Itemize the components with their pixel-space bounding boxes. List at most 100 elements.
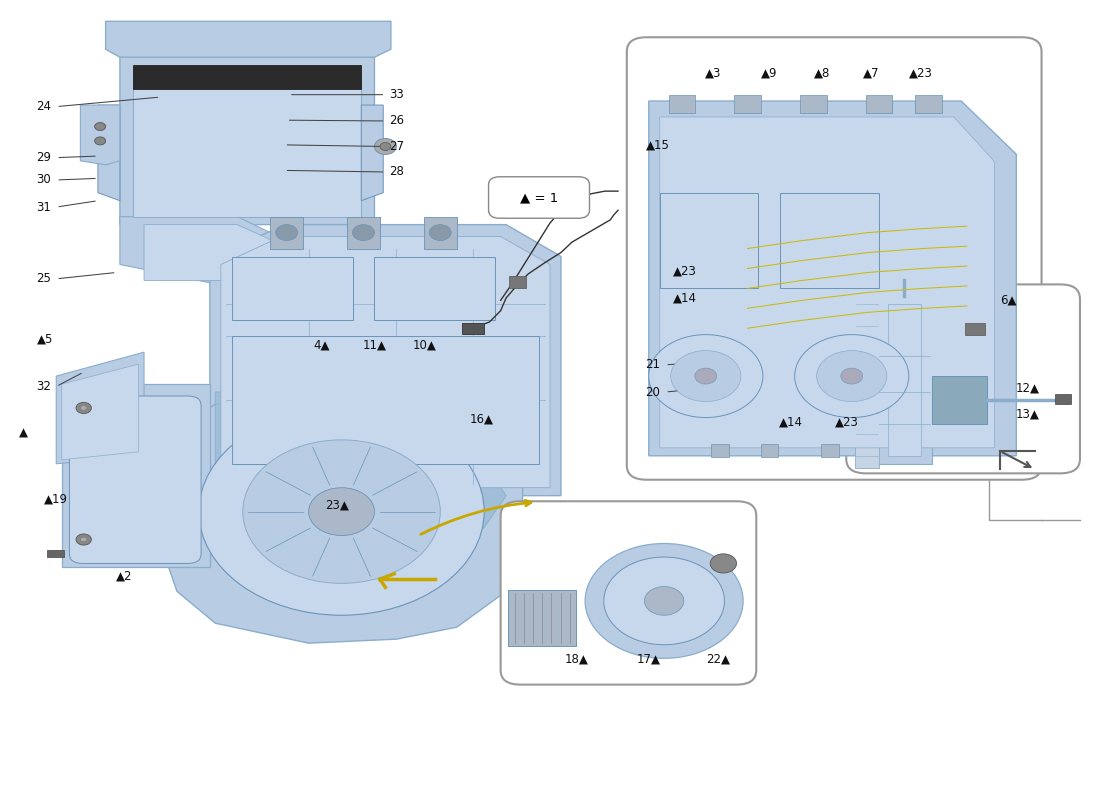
Text: ▲8: ▲8 — [814, 66, 830, 80]
Text: 30: 30 — [36, 174, 51, 186]
Text: ▲3: ▲3 — [705, 66, 722, 80]
Polygon shape — [821, 444, 838, 458]
Circle shape — [309, 488, 374, 535]
Text: ▲14: ▲14 — [673, 291, 697, 305]
Text: ▲23: ▲23 — [909, 66, 933, 80]
Polygon shape — [221, 237, 550, 488]
Text: 33: 33 — [388, 88, 404, 101]
Circle shape — [711, 554, 737, 573]
Polygon shape — [133, 73, 361, 217]
Polygon shape — [120, 26, 374, 225]
Polygon shape — [877, 296, 932, 464]
Polygon shape — [735, 95, 761, 113]
Text: 27: 27 — [388, 140, 404, 153]
Polygon shape — [232, 336, 539, 464]
Text: 26: 26 — [388, 114, 404, 127]
Text: 10▲: 10▲ — [412, 338, 437, 351]
Text: ▲2: ▲2 — [116, 570, 132, 582]
Polygon shape — [888, 304, 921, 456]
Polygon shape — [120, 217, 320, 288]
Text: ▲: ▲ — [19, 426, 28, 439]
Polygon shape — [424, 217, 456, 249]
FancyBboxPatch shape — [846, 285, 1080, 474]
Polygon shape — [144, 225, 309, 281]
Circle shape — [95, 137, 106, 145]
Circle shape — [645, 586, 684, 615]
Circle shape — [243, 440, 440, 583]
Polygon shape — [855, 288, 879, 468]
Polygon shape — [232, 257, 352, 320]
Text: 29: 29 — [36, 151, 51, 164]
Circle shape — [379, 142, 390, 150]
Polygon shape — [133, 65, 361, 89]
Polygon shape — [669, 95, 695, 113]
Circle shape — [199, 408, 484, 615]
Text: ▲5: ▲5 — [37, 332, 54, 345]
Circle shape — [794, 334, 909, 418]
Text: ▲14: ▲14 — [780, 416, 803, 429]
Polygon shape — [800, 95, 826, 113]
Polygon shape — [62, 364, 139, 460]
Text: 6▲: 6▲ — [1000, 294, 1016, 307]
Polygon shape — [346, 217, 380, 249]
Text: 22▲: 22▲ — [706, 653, 730, 666]
Circle shape — [816, 350, 887, 402]
Text: 4▲: 4▲ — [314, 338, 330, 351]
Polygon shape — [462, 322, 484, 334]
Text: eunos: eunos — [152, 399, 377, 465]
Polygon shape — [98, 105, 120, 201]
Polygon shape — [216, 392, 506, 559]
Text: 21: 21 — [645, 358, 660, 371]
Polygon shape — [712, 444, 729, 458]
Polygon shape — [62, 384, 210, 567]
Text: ▲23: ▲23 — [673, 264, 697, 278]
Text: 31: 31 — [36, 201, 51, 214]
Polygon shape — [660, 193, 759, 288]
Text: a passion for parts diagrams: a passion for parts diagrams — [125, 502, 405, 521]
Circle shape — [429, 225, 451, 241]
Text: ▲19: ▲19 — [44, 492, 68, 506]
Polygon shape — [780, 193, 879, 288]
Text: ▲ = 1: ▲ = 1 — [520, 191, 558, 204]
Circle shape — [76, 402, 91, 414]
Circle shape — [276, 225, 298, 241]
Polygon shape — [271, 217, 304, 249]
FancyBboxPatch shape — [627, 38, 1042, 480]
Polygon shape — [932, 376, 987, 424]
Text: ▲7: ▲7 — [864, 66, 880, 80]
Text: 28: 28 — [388, 166, 404, 178]
Polygon shape — [660, 117, 994, 448]
Text: a passion for parts diagrams: a passion for parts diagrams — [517, 588, 715, 602]
Polygon shape — [965, 323, 985, 334]
Circle shape — [649, 334, 763, 418]
Polygon shape — [915, 95, 942, 113]
Circle shape — [585, 543, 744, 658]
Circle shape — [695, 368, 717, 384]
Polygon shape — [361, 105, 383, 201]
Text: 17▲: 17▲ — [637, 653, 661, 666]
Circle shape — [80, 406, 87, 410]
Polygon shape — [649, 101, 1016, 456]
Polygon shape — [80, 105, 120, 165]
Text: 12▲: 12▲ — [1015, 382, 1040, 394]
Circle shape — [671, 350, 741, 402]
Circle shape — [374, 138, 396, 154]
Text: a passion for parts diagrams: a passion for parts diagrams — [692, 361, 891, 375]
Text: 13▲: 13▲ — [1015, 407, 1040, 420]
FancyBboxPatch shape — [69, 396, 201, 563]
Polygon shape — [374, 257, 495, 320]
Polygon shape — [509, 277, 526, 288]
Text: ▲23: ▲23 — [835, 416, 859, 429]
Text: 32: 32 — [36, 380, 51, 393]
Text: 16▲: 16▲ — [470, 413, 494, 426]
Text: eunos: eunos — [716, 283, 867, 326]
Text: 25: 25 — [36, 272, 51, 286]
Circle shape — [840, 368, 862, 384]
Text: 20: 20 — [645, 386, 660, 398]
Text: 18▲: 18▲ — [564, 653, 589, 666]
Polygon shape — [866, 95, 892, 113]
Circle shape — [76, 534, 91, 545]
Text: ▲15: ▲15 — [646, 138, 670, 151]
Polygon shape — [210, 225, 561, 496]
Text: ▲9: ▲9 — [761, 66, 778, 80]
